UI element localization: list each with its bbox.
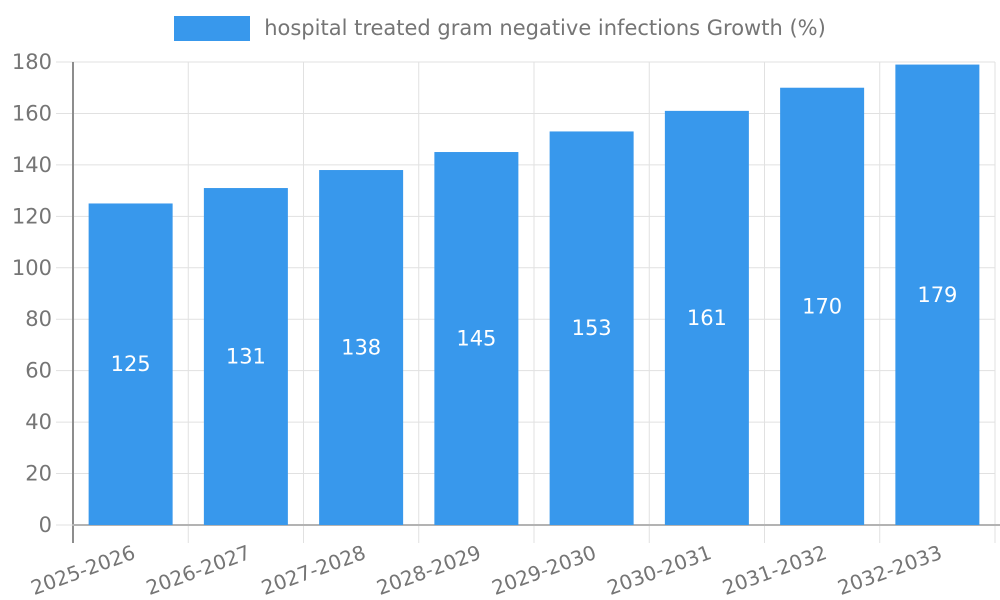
bar-value-label: 170 <box>802 294 842 318</box>
bar <box>895 64 980 526</box>
bar <box>319 170 404 526</box>
bar <box>780 87 865 525</box>
y-tick-label: 40 <box>25 410 52 434</box>
y-tick-label: 20 <box>25 462 52 486</box>
bar <box>434 152 519 525</box>
bar <box>88 203 173 525</box>
legend-label: hospital treated gram negative infection… <box>264 16 826 40</box>
x-tick-label: 2029-2030 <box>489 540 600 600</box>
x-tick-label: 2026-2027 <box>143 540 254 600</box>
x-tick-label: 2027-2028 <box>258 540 369 600</box>
x-tick-label: 2032-2033 <box>834 540 945 600</box>
bar-value-label: 145 <box>456 327 496 351</box>
y-tick-label: 80 <box>25 307 52 331</box>
bar-value-label: 153 <box>572 316 612 340</box>
y-tick-label: 140 <box>12 153 52 177</box>
y-tick-label: 60 <box>25 359 52 383</box>
bar <box>664 110 749 525</box>
x-tick-label: 2031-2032 <box>719 540 830 600</box>
bar-value-label: 131 <box>226 345 266 369</box>
bar <box>203 188 288 526</box>
legend: hospital treated gram negative infection… <box>0 16 1000 41</box>
y-tick-label: 180 <box>12 50 52 74</box>
x-tick-label: 2025-2026 <box>28 540 139 600</box>
bar-value-label: 138 <box>341 336 381 360</box>
bar-value-label: 179 <box>917 283 957 307</box>
legend-swatch <box>174 16 251 41</box>
bar-value-label: 125 <box>111 352 151 376</box>
y-tick-label: 0 <box>39 513 52 537</box>
bar <box>549 131 634 525</box>
x-tick-label: 2028-2029 <box>373 540 484 600</box>
bar-value-label: 161 <box>687 306 727 330</box>
y-tick-label: 160 <box>12 101 52 125</box>
x-tick-label: 2030-2031 <box>604 540 715 600</box>
y-tick-label: 100 <box>12 256 52 280</box>
y-tick-label: 120 <box>12 204 52 228</box>
